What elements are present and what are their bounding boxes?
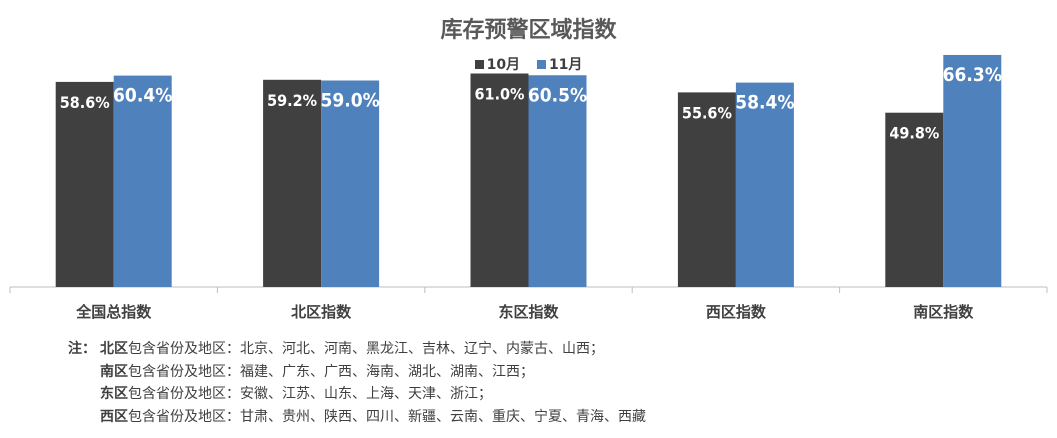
bar-oct: [263, 79, 322, 287]
bar-oct: [55, 81, 114, 288]
bar-nov: [321, 80, 380, 287]
bar-chart: 58.6% 60.4% 全国总指数 59.2% 59.0% 北区指数 61.0% 60.5% 东…: [9, 54, 1048, 321]
note-line-east: 东区包含省份及地区：安徽、江苏、山东、上海、天津、浙江；: [68, 383, 646, 406]
data-label-oct: 49.8%: [889, 124, 939, 143]
x-tick-label: 西区指数: [706, 303, 767, 321]
data-label-nov: 58.4%: [735, 92, 794, 114]
data-label-nov: 59.0%: [320, 90, 379, 112]
note-text-south: 包含省份及地区：福建、广东、广西、海南、湖北、湖南、江西；: [128, 363, 534, 380]
note-region-south: 南区: [100, 363, 128, 380]
note-text-east: 包含省份及地区：安徽、江苏、山东、上海、天津、浙江；: [128, 386, 492, 402]
bar-oct: [885, 112, 944, 287]
note-line-south: 南区包含省份及地区：福建、广东、广西、海南、湖北、湖南、江西；: [68, 361, 646, 384]
note-prefix: 注：: [68, 341, 96, 357]
legend-item-nov: 11月: [536, 54, 583, 74]
data-label-oct: 59.2%: [267, 91, 317, 110]
bar-oct: [470, 73, 529, 287]
x-tick-label: 南区指数: [913, 303, 974, 321]
legend-label-oct: 10月: [486, 57, 521, 73]
data-label-nov: 66.3%: [943, 64, 1002, 86]
note-line-west: 西区包含省份及地区：甘肃、贵州、陕西、四川、新疆、云南、重庆、宁夏、青海、西藏: [68, 406, 646, 429]
x-tick-label: 北区指数: [291, 303, 352, 321]
data-label-oct: 55.6%: [682, 103, 732, 122]
note-text-west: 包含省份及地区：甘肃、贵州、陕西、四川、新疆、云南、重庆、宁夏、青海、西藏: [128, 408, 646, 425]
data-label-nov: 60.4%: [113, 85, 172, 107]
x-tick-label: 东区指数: [498, 303, 559, 321]
bar-nov: [943, 54, 1002, 288]
chart-title: 库存预警区域指数: [440, 18, 617, 43]
note-region-north: 北区: [100, 341, 128, 357]
data-label-oct: 61.0%: [475, 85, 525, 104]
note-text-north: 包含省份及地区：北京、河北、河南、黑龙江、吉林、辽宁、内蒙古、山西；: [128, 341, 604, 357]
legend-swatch-oct: [474, 59, 484, 69]
note-region-east: 东区: [100, 386, 128, 402]
note-region-west: 西区: [100, 408, 128, 425]
note-line-north: 注： 北区包含省份及地区：北京、河北、河南、黑龙江、吉林、辽宁、内蒙古、山西；: [68, 338, 646, 361]
bar-nov: [528, 75, 587, 287]
legend-swatch-nov: [536, 59, 546, 69]
x-tick-label: 全国总指数: [75, 303, 152, 321]
data-label-oct: 58.6%: [60, 93, 110, 112]
legend-item-oct: 10月: [474, 54, 521, 74]
notes-section: 注： 北区包含省份及地区：北京、河北、河南、黑龙江、吉林、辽宁、内蒙古、山西； 南…: [68, 338, 646, 428]
bar-nov: [113, 75, 172, 287]
chart-legend: 10月 11月: [0, 54, 1057, 74]
bar-oct: [677, 92, 736, 288]
data-label-nov: 60.5%: [528, 84, 587, 106]
legend-label-nov: 11月: [548, 57, 583, 73]
bar-nov: [735, 82, 794, 287]
